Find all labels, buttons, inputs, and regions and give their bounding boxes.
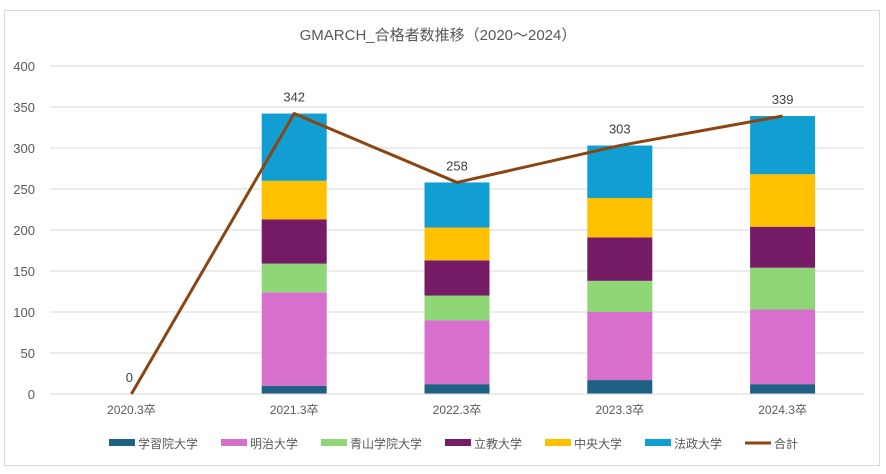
y-tick-label: 150 [13,264,35,279]
legend-swatch [545,439,571,446]
chart-title: GMARCH_合格者数推移（2020～2024） [300,27,577,44]
legend-label: 立教大学 [474,436,522,451]
bar-segment [750,384,816,394]
x-tick-label: 2021.3卒 [270,403,319,417]
y-tick-label: 0 [28,387,35,402]
legend-label: 合計 [774,436,798,451]
bar-segment [587,380,653,394]
bar-segment [587,198,653,238]
legend-swatch [221,439,247,446]
y-axis-ticks: 0 50 100 150 200 250 300 350 400 [13,59,35,402]
total-line-path [130,112,783,395]
data-label: 258 [446,158,468,173]
bar-segment [261,219,327,264]
y-tick-label: 400 [13,59,35,74]
data-label: 303 [609,122,631,137]
x-axis-ticks: 2020.3卒 2021.3卒 2022.3卒 2023.3卒 2024.3卒 [107,403,807,417]
x-tick-label: 2023.3卒 [595,403,644,417]
legend-swatch [109,439,135,446]
legend-label: 中央大学 [574,436,622,451]
bar-segment [750,116,816,175]
bar-segment [261,292,327,386]
legend-swatch [445,439,471,446]
data-label: 0 [126,370,133,385]
legend: 学習院大学 明治大学 青山学院大学 立教大学 中央大学 法政大学 合計 [109,436,798,451]
bars [261,113,816,394]
x-tick-label: 2024.3卒 [758,403,807,417]
bar-segment [587,280,653,312]
y-tick-label: 350 [13,100,35,115]
bar-segment [424,227,490,261]
y-tick-label: 250 [13,182,35,197]
legend-label: 法政大学 [674,436,722,451]
y-tick-label: 300 [13,141,35,156]
bar-segment [261,263,327,293]
legend-swatch [645,439,671,446]
x-tick-label: 2022.3卒 [433,403,482,417]
legend-label: 学習院大学 [138,436,198,451]
bar-segment [587,145,653,199]
bar-segment [261,180,327,220]
bar-segment [424,320,490,385]
bar-segment [750,267,816,310]
legend-label: 青山学院大学 [350,436,422,451]
bar-segment [587,312,653,381]
bar-segment [424,295,490,321]
bar-segment [261,113,327,181]
bar-segment [750,309,816,385]
y-tick-label: 100 [13,305,35,320]
bar-segment [424,182,490,228]
x-tick-label: 2020.3卒 [107,403,156,417]
bar-segment [424,384,490,394]
legend-swatch [321,439,347,446]
y-tick-label: 50 [21,346,35,361]
data-label: 342 [283,90,305,105]
bar-segment [424,260,490,296]
data-label: 339 [772,92,794,107]
legend-label: 明治大学 [250,436,298,451]
data-labels: 0 342 258 303 339 [126,90,794,385]
bar-segment [261,385,327,394]
bar-segment [750,226,816,268]
total-line [130,112,783,395]
bar-segment [750,174,816,227]
y-tick-label: 200 [13,223,35,238]
bar-segment [587,237,653,281]
